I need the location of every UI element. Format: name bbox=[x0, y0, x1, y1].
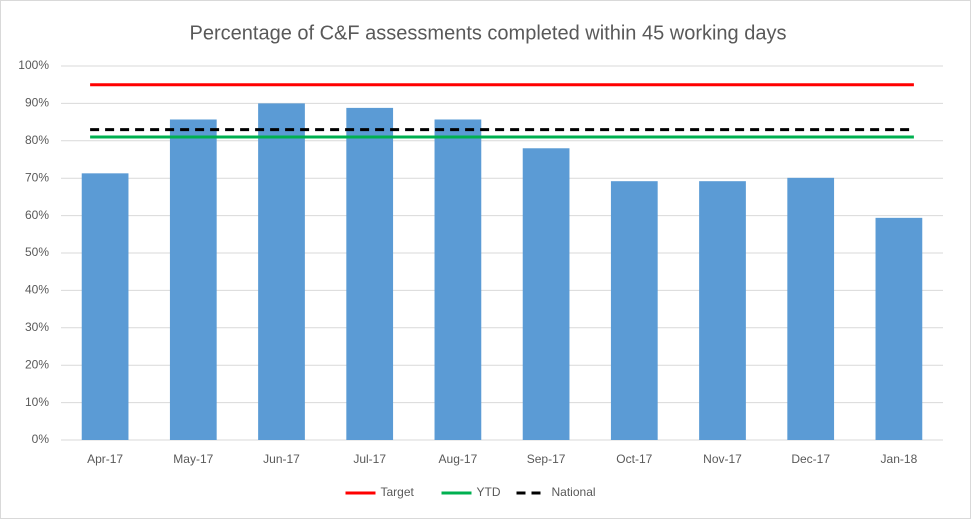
y-tick-label: 50% bbox=[25, 245, 49, 259]
bar bbox=[787, 177, 835, 441]
y-tick-label: 10% bbox=[25, 395, 49, 409]
y-tick-label: 70% bbox=[25, 170, 49, 184]
x-tick-label: Jun-17 bbox=[263, 452, 300, 466]
legend-label: YTD bbox=[477, 485, 501, 499]
bar bbox=[169, 119, 217, 441]
chart-title: Percentage of C&F assessments completed … bbox=[190, 22, 787, 44]
x-tick-label: Oct-17 bbox=[616, 452, 652, 466]
x-tick-label: Jul-17 bbox=[353, 452, 386, 466]
y-tick-label: 30% bbox=[25, 320, 49, 334]
x-tick-label: Sep-17 bbox=[527, 452, 566, 466]
x-tick-label: Nov-17 bbox=[703, 452, 742, 466]
y-tick-label: 90% bbox=[25, 96, 49, 110]
bar bbox=[875, 217, 923, 440]
x-tick-label: May-17 bbox=[173, 452, 213, 466]
bar bbox=[434, 119, 482, 441]
bar bbox=[258, 103, 305, 441]
y-tick-label: 60% bbox=[25, 208, 49, 222]
bar bbox=[699, 181, 746, 440]
x-tick-label: Apr-17 bbox=[87, 452, 123, 466]
x-tick-label: Aug-17 bbox=[439, 452, 478, 466]
bar bbox=[522, 148, 570, 440]
y-tick-label: 80% bbox=[25, 133, 49, 147]
y-tick-label: 40% bbox=[25, 283, 49, 297]
legend-label: Target bbox=[381, 485, 415, 499]
bar bbox=[346, 107, 394, 440]
x-tick-label: Jan-18 bbox=[881, 452, 918, 466]
legend-label: National bbox=[552, 485, 596, 499]
bar bbox=[610, 181, 658, 440]
y-tick-label: 100% bbox=[18, 58, 49, 72]
x-tick-label: Dec-17 bbox=[791, 452, 830, 466]
y-tick-label: 20% bbox=[25, 357, 49, 371]
y-tick-label: 0% bbox=[32, 432, 50, 446]
bar bbox=[81, 173, 129, 440]
